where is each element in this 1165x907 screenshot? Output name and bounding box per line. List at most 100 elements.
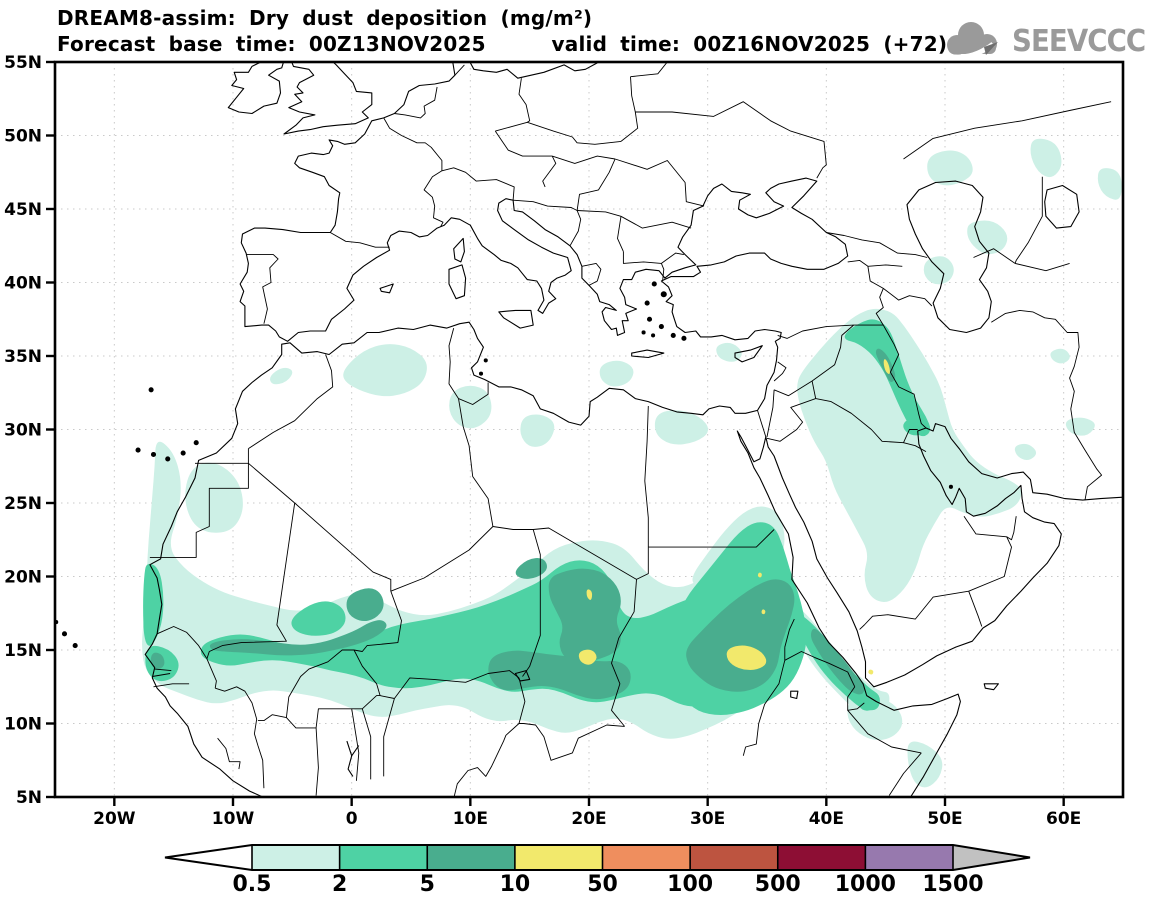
country-border [361,695,381,710]
dust-contour-level-1 [1014,443,1037,461]
island-dot [193,440,199,446]
country-border [246,254,279,324]
country-border [330,232,390,248]
dust-contour-level-2 [858,696,876,711]
dust-contour-level-1 [449,385,492,429]
country-border [648,529,775,548]
country-border [1014,262,1070,272]
island-dot [61,631,68,637]
country-border [353,649,395,699]
dust-contour-level-4 [586,589,593,600]
colorbar-cell [339,845,428,870]
dust-contour-level-1 [343,344,427,397]
country-border [156,626,208,660]
country-border [441,167,515,201]
country-border [635,101,827,179]
coastline [347,755,354,777]
island-dot [135,447,141,453]
lat-tick-label: 45N [4,200,42,220]
dust-contour-level-4 [868,669,874,675]
country-border [195,448,249,464]
colorbar-tick-label: 50 [587,872,618,897]
coastline [736,423,1123,797]
country-border [390,526,494,592]
dust-contour-level-1 [1030,138,1062,178]
colorbar: 0.5 2 5 10 50 100 500 1000 1500 [164,844,1031,897]
country-border [847,710,922,754]
country-border [453,677,526,797]
dust-contour-level-4 [757,572,762,578]
country-border [153,683,190,688]
island-dot [644,300,650,306]
title-line-2: Forecast base time: 00Z13NOV2025 valid t… [57,32,948,56]
dust-contour-level-1 [270,367,293,385]
island-dot [72,643,78,649]
country-border [458,398,494,527]
country-border [458,382,489,405]
colorbar-tick-label: 10 [500,872,531,897]
country-border [773,361,787,382]
dust-contour-level-1 [907,741,943,788]
island-dot [165,456,171,462]
colorbar-cell [865,845,953,870]
country-border [757,410,767,438]
country-border [617,216,624,252]
island-dot [641,330,646,335]
lon-tick-label: 60E [1046,809,1081,829]
country-border [215,686,265,789]
island-dot [670,332,676,338]
country-border [351,708,360,781]
coastline [498,309,534,329]
plot-titles: DREAM8-assim: Dry dust deposition (mg/m²… [57,5,947,57]
country-border [784,651,856,687]
colorbar-tick-label: 0.5 [233,872,272,897]
dust-contour-level-1 [1097,168,1122,200]
lat-tick-label: 35N [4,347,42,367]
colorbar-tick-label: 1000 [835,872,896,897]
dust-contour-level-2 [291,601,346,636]
coastline [283,62,373,135]
island-dot [651,333,656,338]
colorbar-tick-label: 500 [755,872,801,897]
coastline [346,740,360,757]
coastline [469,62,600,79]
lat-tick-label: 40N [4,274,42,294]
colorbar-cell [690,845,778,870]
country-border [773,380,813,397]
country-border [661,252,684,264]
lon-tick-label: 10W [212,809,255,829]
dust-contour-level-3 [209,620,387,656]
country-border [859,590,969,630]
country-border [248,462,295,504]
dust-contour-level-1 [520,414,555,447]
country-border [660,263,665,282]
colorbar-tick-label: 5 [420,872,435,897]
country-border [257,649,354,722]
title-line-1: DREAM8-assim: Dry dust deposition (mg/m²… [57,6,593,30]
coastline [379,283,394,294]
country-border [353,591,402,652]
country-border [742,660,786,756]
country-border [644,405,649,548]
dust-contour-level-1 [185,462,243,533]
dust-contour-level-4 [761,609,766,615]
dust-contour-level-3 [515,558,547,579]
island-dot [180,450,186,456]
coastline [790,690,799,700]
coastline [227,62,285,115]
island-dot [660,291,667,298]
country-border [448,327,459,399]
country-border [811,324,854,382]
country-border [522,529,541,677]
country-border [248,354,334,449]
coastline [144,62,849,797]
country-border [527,121,622,145]
country-border [968,591,983,627]
dust-contour-level-1 [1050,348,1070,364]
country-border [206,658,217,689]
country-border [636,547,649,580]
island-dot [658,324,664,330]
colorbar-cell [252,845,340,870]
